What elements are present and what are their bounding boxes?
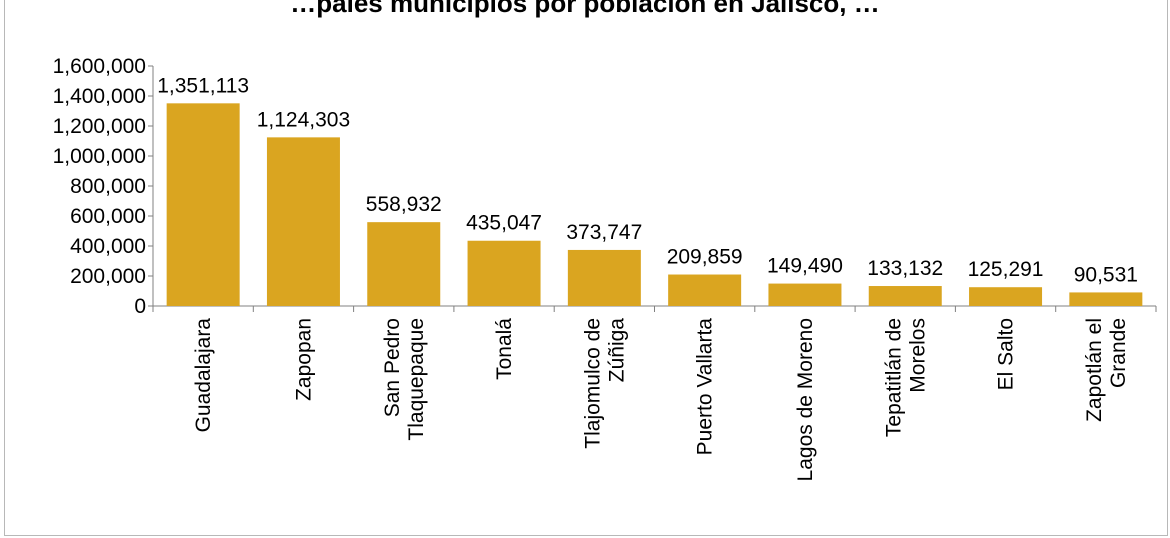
axes: 0 200,000 400,000 600,000 800,000 1,000,000 1,… xyxy=(53,55,1157,318)
category-label: San Pedro Tlaquepaque xyxy=(381,318,428,441)
category-labels: Guadalajara Zapopan San Pedro Tlaquepaque To… xyxy=(192,318,1130,482)
category-label-line: Tlajomulco de xyxy=(581,318,604,449)
data-label: 133,132 xyxy=(867,257,943,280)
category-label-line: Morelos xyxy=(906,318,929,393)
category-label-line: Zapotlán el xyxy=(1083,318,1106,422)
bar xyxy=(367,222,441,306)
data-label: 90,531 xyxy=(1074,263,1138,286)
y-tick-label: 400,000 xyxy=(70,235,146,258)
bar xyxy=(266,137,340,306)
category-label-line: Guadalajara xyxy=(192,318,215,433)
category-label-line: San Pedro xyxy=(381,318,404,417)
y-tick-label: 1,200,000 xyxy=(53,115,146,138)
category-label: Tepatitlán de Morelos xyxy=(882,318,929,437)
category-label: Lagos de Moreno xyxy=(794,318,817,481)
category-label: Puerto Vallarta xyxy=(694,318,717,456)
category-label-line: Lagos de Moreno xyxy=(794,318,817,481)
data-label: 558,932 xyxy=(366,193,442,216)
y-tick-label: 1,000,000 xyxy=(53,145,146,168)
bar xyxy=(868,286,942,306)
bar xyxy=(467,240,541,306)
category-label: Zapotlán el Grande xyxy=(1083,318,1130,422)
bar xyxy=(668,274,742,306)
category-label: Zapopan xyxy=(292,318,315,401)
y-tick-label: 200,000 xyxy=(70,265,146,288)
bar xyxy=(567,249,641,306)
y-tick-label: 1,400,000 xyxy=(53,85,146,108)
y-tick-label: 0 xyxy=(134,295,146,318)
bar xyxy=(768,283,842,306)
category-label-line: Puerto Vallarta xyxy=(694,318,717,456)
category-label-line: Tepatitlán de xyxy=(882,318,905,437)
bar xyxy=(166,103,240,306)
category-label: El Salto xyxy=(995,318,1018,390)
category-label-line: Tlaquepaque xyxy=(405,318,428,441)
bars xyxy=(166,103,1143,306)
data-label: 209,859 xyxy=(667,246,743,269)
chart-title: …pales municipios por población en Jalis… xyxy=(290,0,880,18)
bar xyxy=(969,287,1043,306)
category-label: Guadalajara xyxy=(192,318,215,433)
data-label: 1,124,303 xyxy=(257,108,350,131)
data-label: 435,047 xyxy=(466,212,542,235)
y-tick-label: 600,000 xyxy=(70,205,146,228)
data-label: 373,747 xyxy=(566,221,642,244)
category-label-line: Tonalá xyxy=(493,318,516,380)
category-label-line: Zúñiga xyxy=(605,318,628,383)
y-tick-label: 1,600,000 xyxy=(53,55,146,78)
data-label: 1,351,113 xyxy=(157,74,249,97)
y-tick-label: 800,000 xyxy=(70,175,146,198)
data-label: 125,291 xyxy=(968,258,1044,281)
data-label: 149,490 xyxy=(767,255,843,278)
bar xyxy=(1069,292,1143,306)
category-label-line: Grande xyxy=(1107,318,1130,388)
data-labels: 1,351,113 1,124,303 558,932 435,047 373,747 2… xyxy=(157,74,1138,286)
category-label: Tlajomulco de Zúñiga xyxy=(581,318,628,449)
category-label: Tonalá xyxy=(493,318,516,380)
category-label-line: Zapopan xyxy=(292,318,315,401)
category-label-line: El Salto xyxy=(995,318,1018,390)
